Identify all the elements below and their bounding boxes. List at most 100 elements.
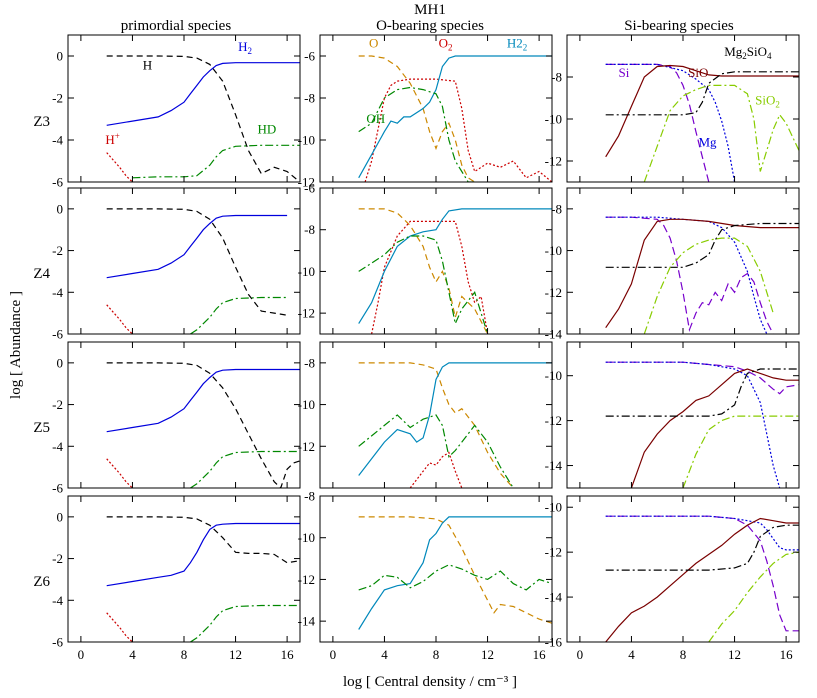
label-o: O — [369, 36, 378, 51]
series-line-mg — [605, 515, 799, 551]
column-title-si-bearing: Si-bearing species — [624, 18, 734, 34]
series-line-h2o — [358, 516, 552, 630]
label-h: H — [143, 58, 152, 73]
label-h: H+ — [105, 131, 119, 147]
series-line-h2o — [358, 208, 552, 324]
y-tick-label: -6 — [52, 175, 63, 190]
y-tick-label: -2 — [52, 397, 63, 412]
y-tick-label: -6 — [52, 481, 63, 496]
series-line-mg2sio4 — [605, 368, 799, 417]
series-line-si — [605, 216, 774, 334]
y-tick-label: -4 — [52, 133, 63, 148]
panel-z6-2-series — [605, 515, 799, 642]
y-tick-label: -6 — [52, 635, 63, 650]
series-line-h2 — [106, 522, 300, 587]
y-tick-label: -10 — [298, 264, 315, 279]
y-tick-label: -2 — [52, 243, 63, 258]
y-tick-label: -14 — [545, 590, 563, 605]
label-h2o: H22 — [507, 36, 527, 53]
label-sio2: SiO2 — [755, 92, 780, 109]
series-line-hd — [190, 296, 288, 334]
series-line-sio — [605, 64, 799, 158]
series-line-si — [605, 361, 799, 395]
panel-z3-0-series — [106, 55, 300, 182]
label-sio: SiO — [688, 65, 708, 80]
panel-z3-0: 0 -2 -4 -6 H H2 HD H+ — [52, 34, 301, 190]
panel-z3-1: -6 -8 -10 -12 O O2 H22 OH — [298, 34, 553, 190]
x-tick-label: 12 — [728, 647, 741, 662]
panel-z4-1-series — [358, 208, 552, 334]
series-line-sio — [605, 517, 799, 642]
series-line-sio — [605, 218, 799, 329]
panel-z4-1: -6 -8 -10 -12 — [298, 181, 553, 335]
y-tick-label: -10 — [298, 397, 315, 412]
x-tick-label: 0 — [577, 647, 584, 662]
panel-z3-0-frame — [67, 34, 301, 183]
series-line-hd — [132, 144, 300, 179]
panels-group: 0 -2 -4 -6 H H2 HD H+ -6 -8 -10 -12 O O2 H22 OH -8 -10 -12… — [52, 34, 800, 662]
y-tick-label: -14 — [298, 614, 316, 629]
panel-z4-1-frame — [319, 187, 553, 335]
series-line-h — [106, 458, 133, 488]
series-line-h — [106, 304, 133, 334]
label-h2: H2 — [238, 39, 252, 56]
y-tick-label: -8 — [304, 91, 315, 106]
x-tick-label: 4 — [381, 647, 388, 662]
series-line-oh — [358, 414, 514, 488]
series-line-mg — [605, 216, 768, 334]
panel-z4-0: 0 -2 -4 -6 — [52, 187, 301, 342]
y-tick-label: -10 — [545, 500, 562, 515]
x-tick-label: 16 — [780, 647, 794, 662]
series-line-sio — [630, 368, 799, 488]
row-label-z4: Z4 — [33, 266, 50, 282]
y-tick-label: -6 — [304, 181, 315, 196]
panel-z5-0-series — [106, 362, 300, 488]
panel-z6-0: 0 4 8 12 16 0 -2 -4 -6 — [52, 495, 301, 662]
panel-z4-2: -8 -10 -12 -14 — [545, 187, 800, 342]
series-line-h — [106, 612, 133, 642]
column-title-primordial: primordial species — [121, 18, 232, 34]
series-line-oh — [358, 235, 489, 334]
y-tick-label: -12 — [545, 285, 562, 300]
y-tick-label: -8 — [304, 489, 315, 504]
series-line-h2 — [106, 62, 300, 126]
series-line-oh — [358, 86, 475, 182]
series-line-o2 — [409, 451, 463, 488]
y-tick-label: -10 — [545, 112, 562, 127]
y-tick-label: -2 — [52, 91, 63, 106]
panel-z5-0: 0 -2 -4 -6 — [52, 341, 301, 496]
x-tick-label: 12 — [481, 647, 494, 662]
series-line-o2 — [364, 78, 552, 182]
series-line-sio2 — [643, 84, 799, 182]
panel-z3-1-frame — [319, 34, 553, 183]
series-line-h — [106, 152, 133, 182]
y-tick-label: 0 — [57, 49, 64, 64]
label-si: Si — [619, 65, 630, 80]
y-tick-label: -12 — [545, 545, 562, 560]
y-tick-label: -8 — [304, 355, 315, 370]
panel-z6-2: 0 4 8 12 16 -10 -12 -14 -16 — [545, 495, 800, 662]
series-line-h — [106, 362, 300, 488]
panel-z6-1-series — [358, 516, 552, 630]
x-tick-label: 12 — [229, 647, 242, 662]
x-tick-label: 4 — [129, 647, 136, 662]
x-tick-label: 8 — [433, 647, 440, 662]
y-tick-label: 0 — [57, 509, 64, 524]
series-line-hd — [190, 604, 300, 642]
x-tick-label: 0 — [330, 647, 337, 662]
series-line-o — [358, 208, 489, 334]
y-tick-label: -10 — [545, 243, 562, 258]
y-tick-label: -2 — [52, 551, 63, 566]
y-tick-label: -4 — [52, 285, 63, 300]
panel-z6-0-series — [106, 516, 300, 642]
series-line-h2o — [358, 55, 552, 179]
label-hd: HD — [257, 122, 276, 137]
series-line-sio2 — [682, 415, 799, 488]
panel-z6-1-frame — [319, 495, 553, 643]
series-line-hd — [190, 450, 300, 488]
y-tick-label: -14 — [545, 458, 563, 473]
series-line-o — [358, 516, 552, 624]
row-label-z6: Z6 — [33, 574, 50, 590]
y-tick-label: -10 — [298, 530, 315, 545]
series-line-h2o — [358, 362, 552, 476]
